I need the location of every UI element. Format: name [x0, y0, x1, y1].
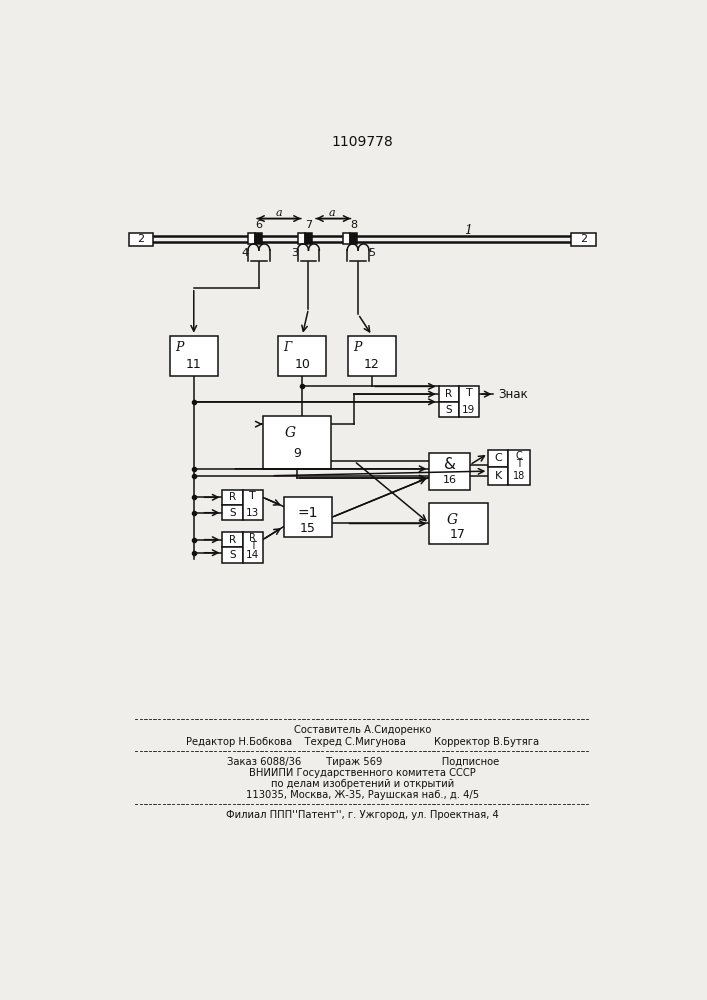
Text: Г: Г [284, 341, 292, 354]
Text: T: T [250, 541, 256, 551]
Text: ВНИИПИ Государственного комитета СССР: ВНИИПИ Государственного комитета СССР [250, 768, 476, 778]
Text: 19: 19 [462, 405, 476, 415]
Text: 7: 7 [305, 220, 312, 230]
Text: Редактор Н.Бобкова    Техред С.Мигунова         Корректор В.Бутяга: Редактор Н.Бобкова Техред С.Мигунова Кор… [186, 737, 539, 747]
Bar [429, 453, 469, 490]
Text: Составитель А.Сидоренко: Составитель А.Сидоренко [294, 725, 431, 735]
Text: T: T [516, 459, 522, 469]
Text: 10: 10 [294, 358, 310, 371]
Bar [349, 233, 356, 244]
Text: Р: Р [175, 341, 183, 354]
Text: 3: 3 [291, 248, 298, 258]
Text: T: T [250, 491, 256, 501]
Bar [438, 386, 459, 402]
Bar [489, 450, 508, 467]
Text: по делам изобретений и открытий: по делам изобретений и открытий [271, 779, 455, 789]
Bar [348, 336, 396, 376]
Text: 12: 12 [364, 358, 380, 371]
Bar [263, 416, 331, 469]
Text: 15: 15 [300, 522, 315, 535]
Text: 6: 6 [255, 220, 262, 230]
Text: Заказ 6088/36        Тираж 569                   Подписное: Заказ 6088/36 Тираж 569 Подписное [227, 757, 499, 767]
Text: C: C [494, 453, 502, 463]
Text: S: S [229, 550, 236, 560]
Text: 1109778: 1109778 [332, 135, 394, 149]
Bar [429, 503, 488, 544]
Text: 11: 11 [186, 358, 201, 371]
Bar [223, 505, 243, 520]
Bar [170, 336, 218, 376]
Text: K: K [495, 471, 502, 481]
Text: G: G [446, 513, 457, 527]
Text: 5: 5 [368, 248, 375, 258]
Text: 16: 16 [443, 475, 457, 485]
Bar [129, 233, 153, 246]
Text: 2: 2 [580, 234, 587, 244]
Bar [223, 532, 243, 547]
Bar [508, 450, 530, 485]
Bar [223, 547, 243, 563]
Bar [243, 532, 263, 563]
Bar [284, 497, 332, 537]
Bar [298, 233, 305, 244]
Text: &: & [443, 457, 455, 472]
Bar [248, 233, 255, 244]
Bar [279, 336, 327, 376]
Bar [438, 402, 459, 417]
Text: 113035, Москва, Ж-35, Раушская наб., д. 4/5: 113035, Москва, Ж-35, Раушская наб., д. … [246, 790, 479, 800]
Text: a: a [329, 208, 335, 218]
Text: R: R [445, 389, 452, 399]
Text: T: T [465, 388, 472, 398]
Text: 1: 1 [464, 224, 472, 237]
Text: Р: Р [353, 341, 361, 354]
Text: R: R [229, 535, 236, 545]
Text: 9: 9 [293, 447, 300, 460]
Text: R: R [229, 492, 236, 502]
Bar [343, 233, 349, 244]
Text: S: S [229, 508, 236, 518]
Bar [489, 467, 508, 485]
Text: G: G [285, 426, 296, 440]
Text: 18: 18 [513, 471, 525, 481]
Bar [459, 386, 479, 417]
Text: a: a [276, 208, 282, 218]
Text: 2: 2 [138, 234, 145, 244]
Text: Знак: Знак [498, 388, 528, 401]
Text: 4: 4 [241, 248, 248, 258]
Text: =1: =1 [298, 506, 318, 520]
Bar [305, 233, 312, 244]
Text: 14: 14 [246, 550, 259, 560]
Text: C: C [516, 451, 522, 461]
Text: 17: 17 [450, 528, 466, 541]
Text: Филиал ППП''Патент'', г. Ужгород, ул. Проектная, 4: Филиал ППП''Патент'', г. Ужгород, ул. Пр… [226, 810, 499, 820]
Bar [243, 490, 263, 520]
Bar [223, 490, 243, 505]
Text: 8: 8 [350, 220, 357, 230]
Text: S: S [445, 405, 452, 415]
Text: R: R [250, 533, 256, 543]
Bar [571, 233, 596, 246]
Bar [255, 233, 262, 244]
Text: 13: 13 [246, 508, 259, 518]
